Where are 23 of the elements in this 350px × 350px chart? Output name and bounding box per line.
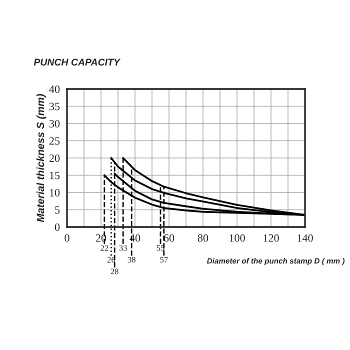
ref-line-label: 55 bbox=[156, 245, 164, 251]
ref-line-label: 26 bbox=[107, 256, 116, 263]
ref-line-label: 22 bbox=[100, 245, 108, 251]
x-tick-label: 0 bbox=[64, 234, 70, 242]
y-tick-label: 20 bbox=[49, 154, 60, 162]
x-tick-label: 100 bbox=[230, 234, 245, 242]
chart-title: PUNCH CAPACITY bbox=[34, 58, 121, 66]
ref-line-label: 57 bbox=[160, 256, 168, 263]
ref-line-label: 33 bbox=[119, 245, 127, 251]
y-tick-label: 0 bbox=[54, 223, 60, 231]
y-tick-label: 35 bbox=[49, 102, 60, 110]
x-tick-label: 140 bbox=[298, 234, 313, 242]
y-tick-label: 40 bbox=[49, 85, 60, 93]
y-tick-label: 5 bbox=[55, 206, 60, 214]
y-axis-title: Material thickness S (mm) bbox=[36, 94, 46, 222]
y-tick-label: 25 bbox=[49, 137, 60, 145]
y-tick-label: 15 bbox=[50, 172, 60, 180]
y-tick-label: 30 bbox=[49, 120, 60, 128]
x-tick-label: 80 bbox=[198, 234, 208, 242]
x-tick-label: 120 bbox=[264, 234, 279, 242]
ref-line-label: 38 bbox=[128, 256, 136, 263]
ref-line-label: 28 bbox=[110, 268, 118, 274]
y-tick-label: 10 bbox=[50, 188, 60, 196]
